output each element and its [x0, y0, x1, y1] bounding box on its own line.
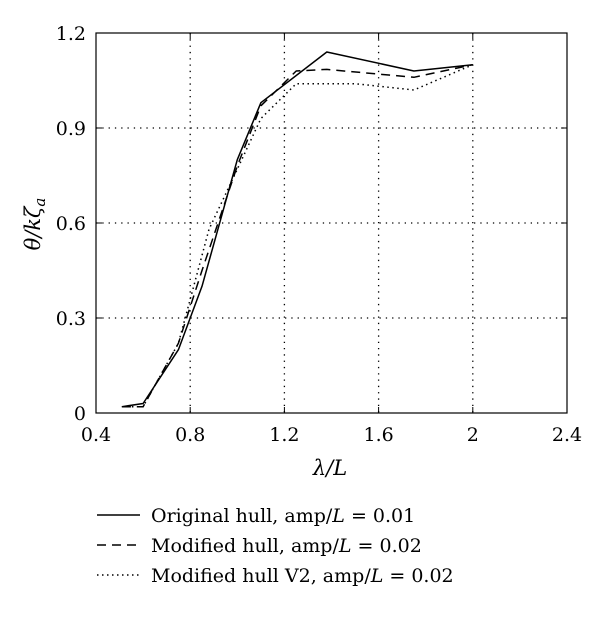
tick-labels: 0.4 0.8 1.2 1.6 2 2.4 0 0.3 0.6 0.9 1.2	[56, 23, 582, 446]
legend-label-1: Original hull, amp/L = 0.01	[151, 505, 415, 527]
x-tick-label: 1.6	[363, 424, 393, 446]
series-line-1	[121, 51, 473, 408]
y-tick-label: 0.3	[56, 308, 86, 330]
grid-lines	[96, 33, 567, 413]
y-tick-label: 0	[74, 403, 86, 425]
x-tick-label: 2.4	[552, 424, 582, 446]
plot-frame	[95, 32, 568, 414]
x-tick-label: 0.4	[81, 424, 111, 446]
y-tick-label: 0.6	[56, 213, 86, 235]
x-tick-label: 1.2	[269, 424, 299, 446]
y-tick-label: 1.2	[56, 23, 86, 45]
tick-marks	[95, 32, 568, 414]
x-axis-label: λ/L	[312, 456, 347, 480]
series-line-3	[121, 64, 474, 408]
series-lines	[121, 51, 474, 408]
y-tick-label: 0.9	[56, 118, 86, 140]
legend: Original hull, amp/L = 0.01 Modified hull…	[97, 505, 454, 587]
series-line-2	[121, 63, 473, 408]
x-tick-label: 2	[467, 424, 479, 446]
y-axis-label: θ/kζa	[21, 198, 49, 251]
legend-label-2: Modified hull, amp/L = 0.02	[151, 535, 422, 557]
legend-label-3: Modified hull V2, amp/L = 0.02	[151, 565, 454, 587]
x-tick-label: 0.8	[175, 424, 205, 446]
